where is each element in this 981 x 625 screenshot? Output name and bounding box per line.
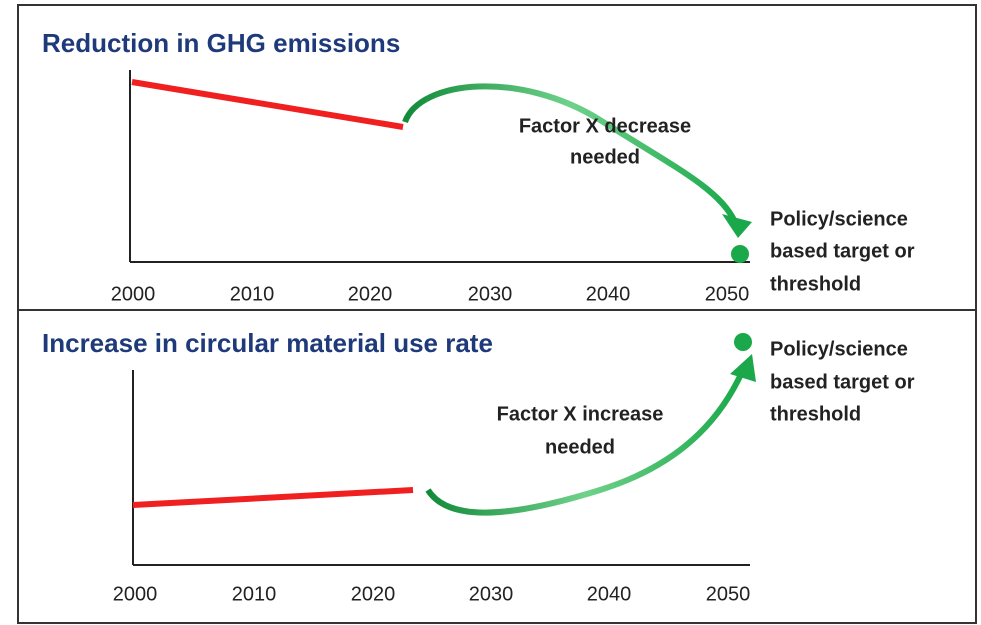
year-label: 2020: [348, 283, 393, 305]
arrow: [425, 370, 745, 516]
year-label: 2050: [706, 583, 751, 605]
target-label: based target or: [770, 240, 915, 262]
year-label: 2030: [468, 283, 513, 305]
target-label: threshold: [770, 273, 861, 295]
arrowhead: [730, 354, 756, 382]
arrowhead: [722, 214, 752, 238]
year-label: 2000: [113, 583, 158, 605]
year-label: 2020: [351, 583, 396, 605]
panel: Reduction in GHG emissions 2000 2010 2020 2…: [42, 28, 915, 305]
frame: [17, 4, 977, 624]
year-label: 2010: [232, 583, 277, 605]
panel-title: Reduction in GHG emissions: [42, 28, 400, 58]
panel-title: Increase in circular material use rate: [42, 328, 493, 358]
target-dot: [734, 333, 752, 351]
target-label: Policy/science: [770, 208, 908, 230]
panel: Increase in circular material use rate 2…: [42, 328, 915, 605]
trend-line: [132, 487, 414, 508]
year-label: 2050: [705, 283, 750, 305]
year-label: 2040: [586, 283, 631, 305]
year-label: 2030: [469, 583, 514, 605]
year-labels: 2000 2010 2020 2030 2040 2050: [111, 283, 750, 305]
target-label: based target or: [770, 371, 915, 393]
trend-line: [131, 79, 404, 130]
arrow-label: needed: [545, 436, 615, 458]
arrow: [402, 83, 738, 224]
target-label: threshold: [770, 403, 861, 425]
year-label: 2010: [230, 283, 275, 305]
arrow-label: needed: [570, 146, 640, 168]
year-label: 2040: [587, 583, 632, 605]
year-labels: 2000 2010 2020 2030 2040 2050: [113, 583, 751, 605]
arrow-label: Factor X increase: [497, 403, 664, 425]
target-dot: [731, 245, 749, 263]
year-label: 2000: [111, 283, 156, 305]
arrow-label: Factor X decrease: [519, 115, 691, 137]
target-label: Policy/science: [770, 338, 908, 360]
